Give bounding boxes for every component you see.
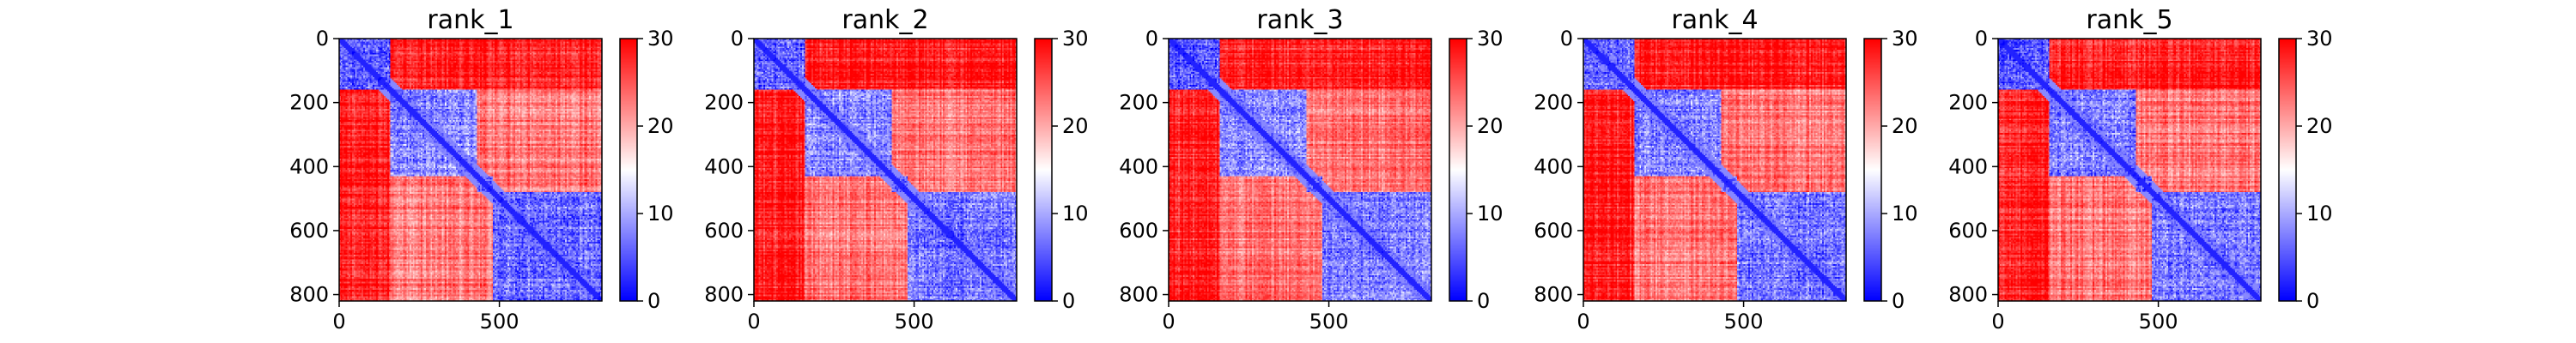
y-tick-label: 600	[1948, 219, 1988, 243]
colorbar-frame	[619, 38, 638, 302]
panel-title: rank_3	[1256, 5, 1343, 35]
colorbar-tick-label: 30	[1062, 27, 1089, 51]
x-tick-label: 500	[1309, 310, 1349, 334]
y-tick-label: 400	[1534, 154, 1573, 178]
colorbar-tick-label: 10	[2306, 202, 2333, 226]
plot-frame	[1583, 38, 1847, 302]
colorbar-tick-label: 30	[1892, 27, 1918, 51]
colorbar-frame	[1449, 38, 1467, 302]
x-tick-label: 0	[1577, 310, 1589, 334]
y-tick-label: 800	[1534, 283, 1573, 307]
y-tick-label: 600	[289, 219, 329, 243]
y-tick-label: 200	[1948, 91, 1988, 115]
colorbar-frame	[1863, 38, 1882, 302]
colorbar	[1864, 39, 1881, 301]
colorbar-tick-label: 0	[647, 289, 660, 313]
colorbar-tick-label: 20	[1477, 114, 1504, 138]
x-tick-label: 500	[480, 310, 519, 334]
colorbar-tick-label: 0	[1892, 289, 1905, 313]
colorbar-tick-label: 0	[1477, 289, 1490, 313]
y-tick-label: 0	[1975, 27, 1988, 51]
y-tick-label: 600	[1119, 219, 1158, 243]
colorbar	[620, 39, 637, 301]
panel-title: rank_5	[2086, 5, 2172, 35]
colorbar-tick-label: 20	[2306, 114, 2333, 138]
y-tick-label: 600	[1534, 219, 1573, 243]
y-tick-label: 400	[289, 154, 329, 178]
y-tick-label: 0	[1145, 27, 1158, 51]
y-tick-label: 200	[289, 91, 329, 115]
colorbar-frame	[1034, 38, 1053, 302]
y-tick-label: 800	[704, 283, 744, 307]
colorbar-tick-label: 10	[647, 202, 674, 226]
colorbar	[2279, 39, 2296, 301]
colorbar-tick-label: 0	[1062, 289, 1075, 313]
x-tick-label: 0	[332, 310, 345, 334]
y-tick-label: 0	[1560, 27, 1573, 51]
y-tick-label: 400	[1948, 154, 1988, 178]
colorbar-frame	[2278, 38, 2297, 302]
x-tick-label: 0	[747, 310, 760, 334]
y-tick-label: 0	[316, 27, 329, 51]
colorbar-tick-label: 10	[1892, 202, 1918, 226]
heatmap-image	[754, 39, 1017, 301]
y-tick-label: 200	[1534, 91, 1573, 115]
plot-frame	[1997, 38, 2262, 302]
colorbar-tick-label: 10	[1062, 202, 1089, 226]
colorbar-tick-label: 10	[1477, 202, 1504, 226]
plot-frame	[753, 38, 1018, 302]
x-tick-label: 0	[1162, 310, 1175, 334]
y-tick-label: 400	[704, 154, 744, 178]
heatmap-image	[1998, 39, 2261, 301]
colorbar	[1449, 39, 1467, 301]
colorbar-tick-label: 0	[2306, 289, 2319, 313]
y-tick-label: 800	[1948, 283, 1988, 307]
heatmap-image	[1169, 39, 1431, 301]
heatmap-image	[339, 39, 602, 301]
x-tick-label: 500	[1724, 310, 1764, 334]
colorbar-tick-label: 30	[647, 27, 674, 51]
panel-title: rank_2	[841, 5, 928, 35]
heatmap-image	[1583, 39, 1846, 301]
colorbar-tick-label: 20	[1062, 114, 1089, 138]
panel-title: rank_4	[1671, 5, 1758, 35]
y-tick-label: 800	[1119, 283, 1158, 307]
y-tick-label: 600	[704, 219, 744, 243]
panel-title: rank_1	[427, 5, 513, 35]
colorbar-tick-label: 30	[2306, 27, 2333, 51]
x-tick-label: 0	[1991, 310, 2004, 334]
colorbar	[1035, 39, 1052, 301]
colorbar-tick-label: 20	[647, 114, 674, 138]
y-tick-label: 800	[289, 283, 329, 307]
plot-frame	[1168, 38, 1432, 302]
plot-frame	[338, 38, 603, 302]
y-tick-label: 200	[1119, 91, 1158, 115]
y-tick-label: 200	[704, 91, 744, 115]
colorbar-tick-label: 20	[1892, 114, 1918, 138]
x-tick-label: 500	[895, 310, 934, 334]
y-tick-label: 0	[731, 27, 744, 51]
y-tick-label: 400	[1119, 154, 1158, 178]
x-tick-label: 500	[2139, 310, 2178, 334]
colorbar-tick-label: 30	[1477, 27, 1504, 51]
